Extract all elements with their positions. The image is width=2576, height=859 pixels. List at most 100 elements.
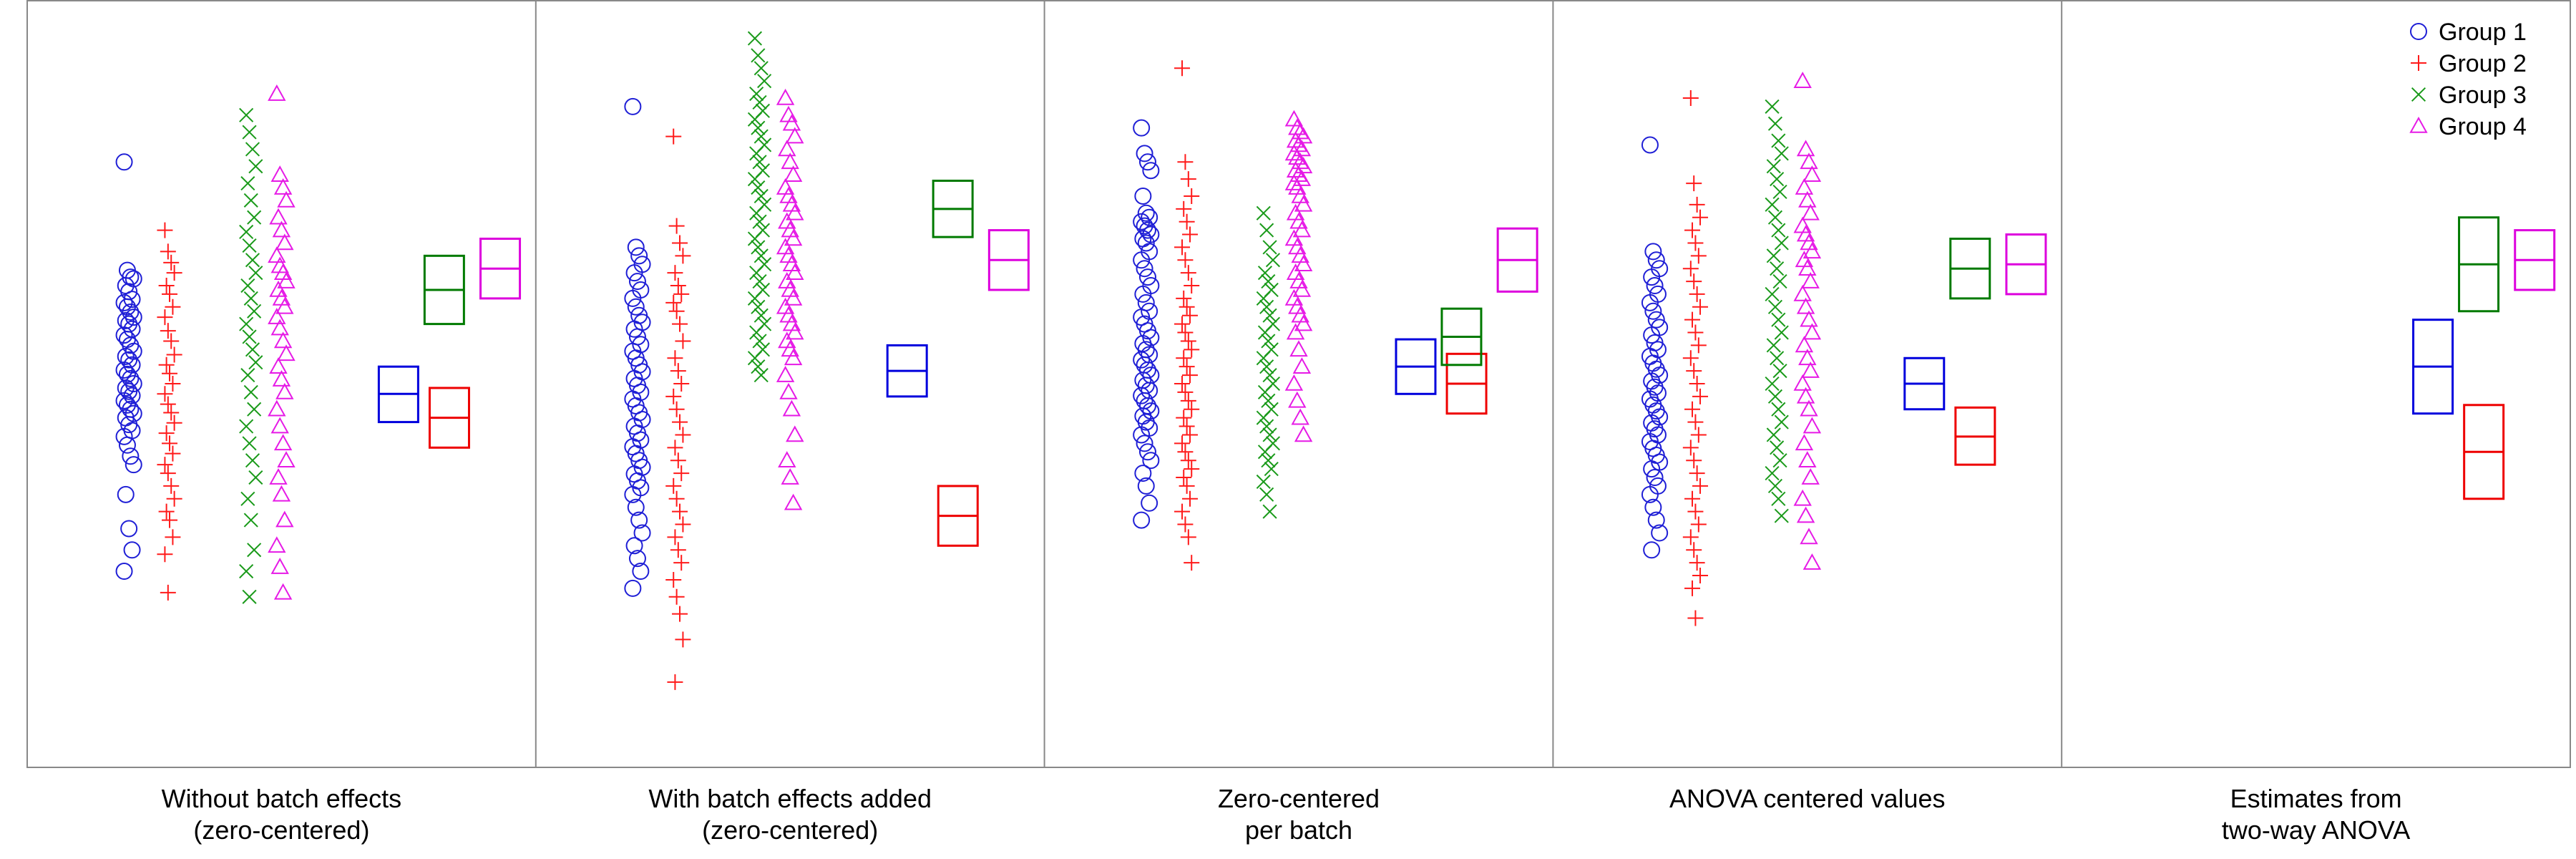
panel-title-line: (zero-centered) (702, 815, 878, 845)
group-3-point (751, 48, 766, 63)
group-2-point (157, 222, 173, 238)
group-1-point (118, 396, 136, 414)
group-4-point (275, 233, 294, 251)
panel-title-line: (zero-centered) (193, 815, 369, 845)
group-3-point (752, 155, 767, 170)
group-1-point (624, 485, 642, 503)
group-3-point (1765, 466, 1780, 481)
group-4-point (778, 451, 796, 467)
group-3-point (1257, 445, 1273, 460)
group-2-point (668, 490, 685, 507)
panel-4: ANOVA centered values (1552, 0, 2047, 813)
group-3-legend-label: Group 3 (2439, 82, 2527, 109)
group-1-point (1138, 221, 1156, 239)
group-3-point (747, 351, 763, 366)
group-2-point (665, 294, 682, 311)
group-1-point (115, 392, 133, 409)
group-1-point (1137, 234, 1155, 252)
group-2-point (1180, 265, 1196, 281)
group-2-point (670, 278, 686, 294)
group-2-point (1690, 337, 1707, 354)
group-1-point (1647, 511, 1665, 529)
group-2-point (1174, 435, 1191, 452)
group-3-point (752, 214, 767, 229)
group-4-point (781, 152, 799, 170)
group-1-point (1136, 217, 1153, 235)
group-4-point (1292, 357, 1312, 374)
group-1-point (118, 365, 136, 383)
panel-title: ANOVA centered values (1669, 784, 1946, 813)
group-1-point (1133, 251, 1151, 269)
group-3-point (1256, 474, 1271, 490)
group-4-point (268, 536, 286, 553)
group-2-point (672, 414, 688, 430)
group-4-point (272, 485, 291, 502)
group-4-point (1288, 391, 1307, 408)
group-4-point (1294, 195, 1313, 212)
group-4-point (275, 297, 294, 314)
group-3-point (1259, 487, 1274, 502)
group-1-point (1136, 260, 1153, 278)
group-2-point (1182, 427, 1199, 443)
group-3-point (1767, 116, 1783, 131)
group-3-point (1774, 325, 1789, 340)
group-2-point (1684, 401, 1701, 417)
group-3-point (749, 325, 764, 340)
group-2-point (165, 376, 181, 392)
group-2-point (1692, 209, 1709, 225)
group-4-point (784, 165, 803, 182)
group-3-point (1256, 291, 1271, 306)
group-2-point (667, 265, 683, 281)
group-2-point (1174, 316, 1191, 332)
group-3-point (242, 125, 257, 140)
group-4-point (1802, 165, 1822, 182)
group-2-point (1184, 555, 1200, 571)
group-3-point (751, 299, 766, 314)
group-1-point (1136, 145, 1153, 162)
group-2-point (1689, 555, 1705, 571)
group-2-point (160, 465, 176, 482)
group-4-point (1284, 374, 1304, 391)
group-3-point (1771, 312, 1786, 327)
group-1-point (122, 303, 140, 321)
group-1-point (117, 485, 135, 503)
group-3-legend-marker (2411, 87, 2426, 102)
group-3-point (753, 61, 769, 76)
group-2-point (1687, 610, 1704, 626)
group-1-point (1133, 426, 1151, 444)
group-2-point (162, 365, 178, 382)
group-3-point (1262, 427, 1277, 442)
group-2-point (1682, 261, 1699, 277)
group-2-point (165, 299, 181, 315)
group-2-point (668, 588, 685, 605)
group-3-point (1765, 197, 1780, 212)
group-1-point (1138, 443, 1156, 461)
group-2-point (165, 529, 181, 545)
group-4-point (1802, 242, 1822, 259)
group-1-point (627, 298, 645, 316)
group-1-legend-marker (2410, 23, 2427, 40)
group-1-point (120, 382, 138, 400)
group-1-point (122, 369, 140, 387)
group-4-point (1801, 203, 1820, 220)
group-2-point (1692, 568, 1709, 583)
group-1-point (115, 563, 133, 581)
group-1-point (1133, 387, 1151, 404)
group-3-point (1765, 99, 1780, 114)
group-2-point (1182, 367, 1199, 384)
group-2-point (158, 278, 175, 294)
group-3-point (239, 224, 254, 240)
group-2-point (1176, 409, 1192, 426)
group-4-point (268, 84, 286, 101)
group-4-point (270, 319, 289, 336)
group-1-point (1137, 293, 1155, 311)
group-2-point (1174, 239, 1191, 256)
group-3-point (753, 188, 769, 204)
group-2-point (675, 427, 691, 443)
group-3-point (751, 240, 766, 255)
group-2-point (1177, 384, 1194, 400)
group-4-point (1800, 399, 1818, 417)
group-1-point (1643, 268, 1661, 286)
panel-title: Without batch effects (zero-centered) (162, 784, 402, 845)
group-3-point (248, 355, 263, 370)
